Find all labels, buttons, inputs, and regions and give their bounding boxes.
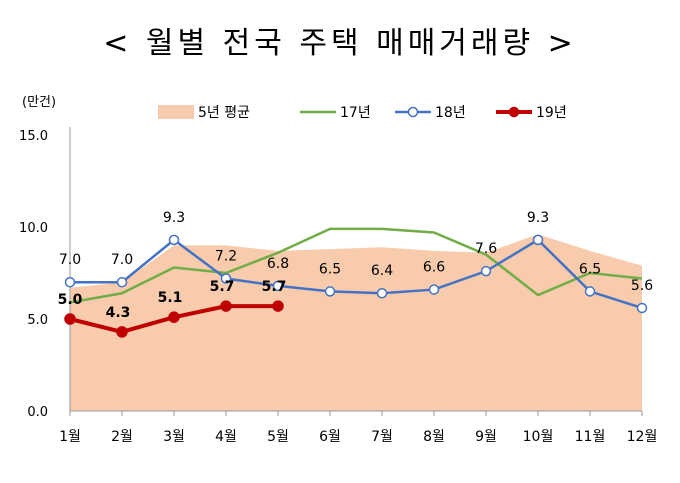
y-tick-label: 0.0 <box>27 405 48 420</box>
data-label: 7.2 <box>215 249 237 265</box>
data-point <box>116 326 128 338</box>
legend: 5년 평균 17년 18년 19년 <box>158 105 567 121</box>
data-point <box>64 313 76 325</box>
data-label: 9.3 <box>527 210 549 226</box>
data-point <box>64 276 76 288</box>
legend-label: 18년 <box>435 105 466 121</box>
data-label: 6.5 <box>319 261 341 277</box>
x-tick-label: 2월 <box>111 429 133 445</box>
x-tick-label: 3월 <box>163 429 185 445</box>
data-label: 6.6 <box>423 260 445 276</box>
x-tick-label: 8월 <box>423 429 445 445</box>
data-point <box>116 276 128 288</box>
series-line-17년 <box>69 227 643 304</box>
y-tick-label: 15.0 <box>19 129 48 144</box>
data-label: 9.3 <box>163 210 185 226</box>
data-point <box>480 265 492 277</box>
data-point <box>636 302 648 314</box>
data-point <box>428 284 440 295</box>
legend-marker <box>407 106 419 118</box>
legend-label: 19년 <box>536 105 567 121</box>
data-label: 4.3 <box>106 305 131 321</box>
series-line-18년 <box>70 238 643 310</box>
data-label: 6.4 <box>371 263 393 279</box>
data-point <box>376 287 388 299</box>
data-label: 5.6 <box>631 278 653 294</box>
x-tick-label: 4월 <box>215 429 237 445</box>
data-point <box>532 234 544 246</box>
x-tick-label: 11월 <box>575 429 606 445</box>
data-label: 6.5 <box>579 261 601 277</box>
data-point <box>168 234 180 246</box>
data-label: 7.6 <box>475 241 497 257</box>
data-label: 7.0 <box>111 252 133 268</box>
data-point <box>584 286 596 297</box>
x-tick-label: 7월 <box>371 429 393 445</box>
data-label: 5.7 <box>262 279 287 295</box>
legend-label: 5년 평균 <box>198 105 250 121</box>
x-tick-label: 1월 <box>59 429 81 445</box>
area-5yr-average <box>70 234 642 411</box>
y-axis-unit: (만건) <box>22 95 56 110</box>
y-tick-label: 5.0 <box>27 313 48 328</box>
x-tick-label: 6월 <box>319 429 341 445</box>
data-label: 7.0 <box>59 252 81 268</box>
data-point <box>324 286 336 297</box>
data-label: 5.0 <box>58 292 83 308</box>
x-tick-label: 10월 <box>523 429 554 445</box>
data-label: 5.1 <box>158 290 183 306</box>
data-point <box>272 300 284 312</box>
data-point <box>168 311 180 323</box>
x-tick-label: 12월 <box>627 429 658 445</box>
y-tick-label: 10.0 <box>19 221 48 236</box>
x-tick-label: 5월 <box>267 429 289 445</box>
legend-marker <box>508 106 520 118</box>
data-point <box>220 300 232 312</box>
chart-title: < 월별 전국 주택 매매거래량 > <box>103 26 577 61</box>
data-point <box>272 280 284 292</box>
legend-swatch <box>158 105 194 119</box>
x-tick-label: 9월 <box>475 429 497 445</box>
data-label: 6.8 <box>267 256 289 272</box>
data-point <box>220 273 232 284</box>
data-label: 5.7 <box>210 279 235 295</box>
legend-label: 17년 <box>340 105 371 121</box>
